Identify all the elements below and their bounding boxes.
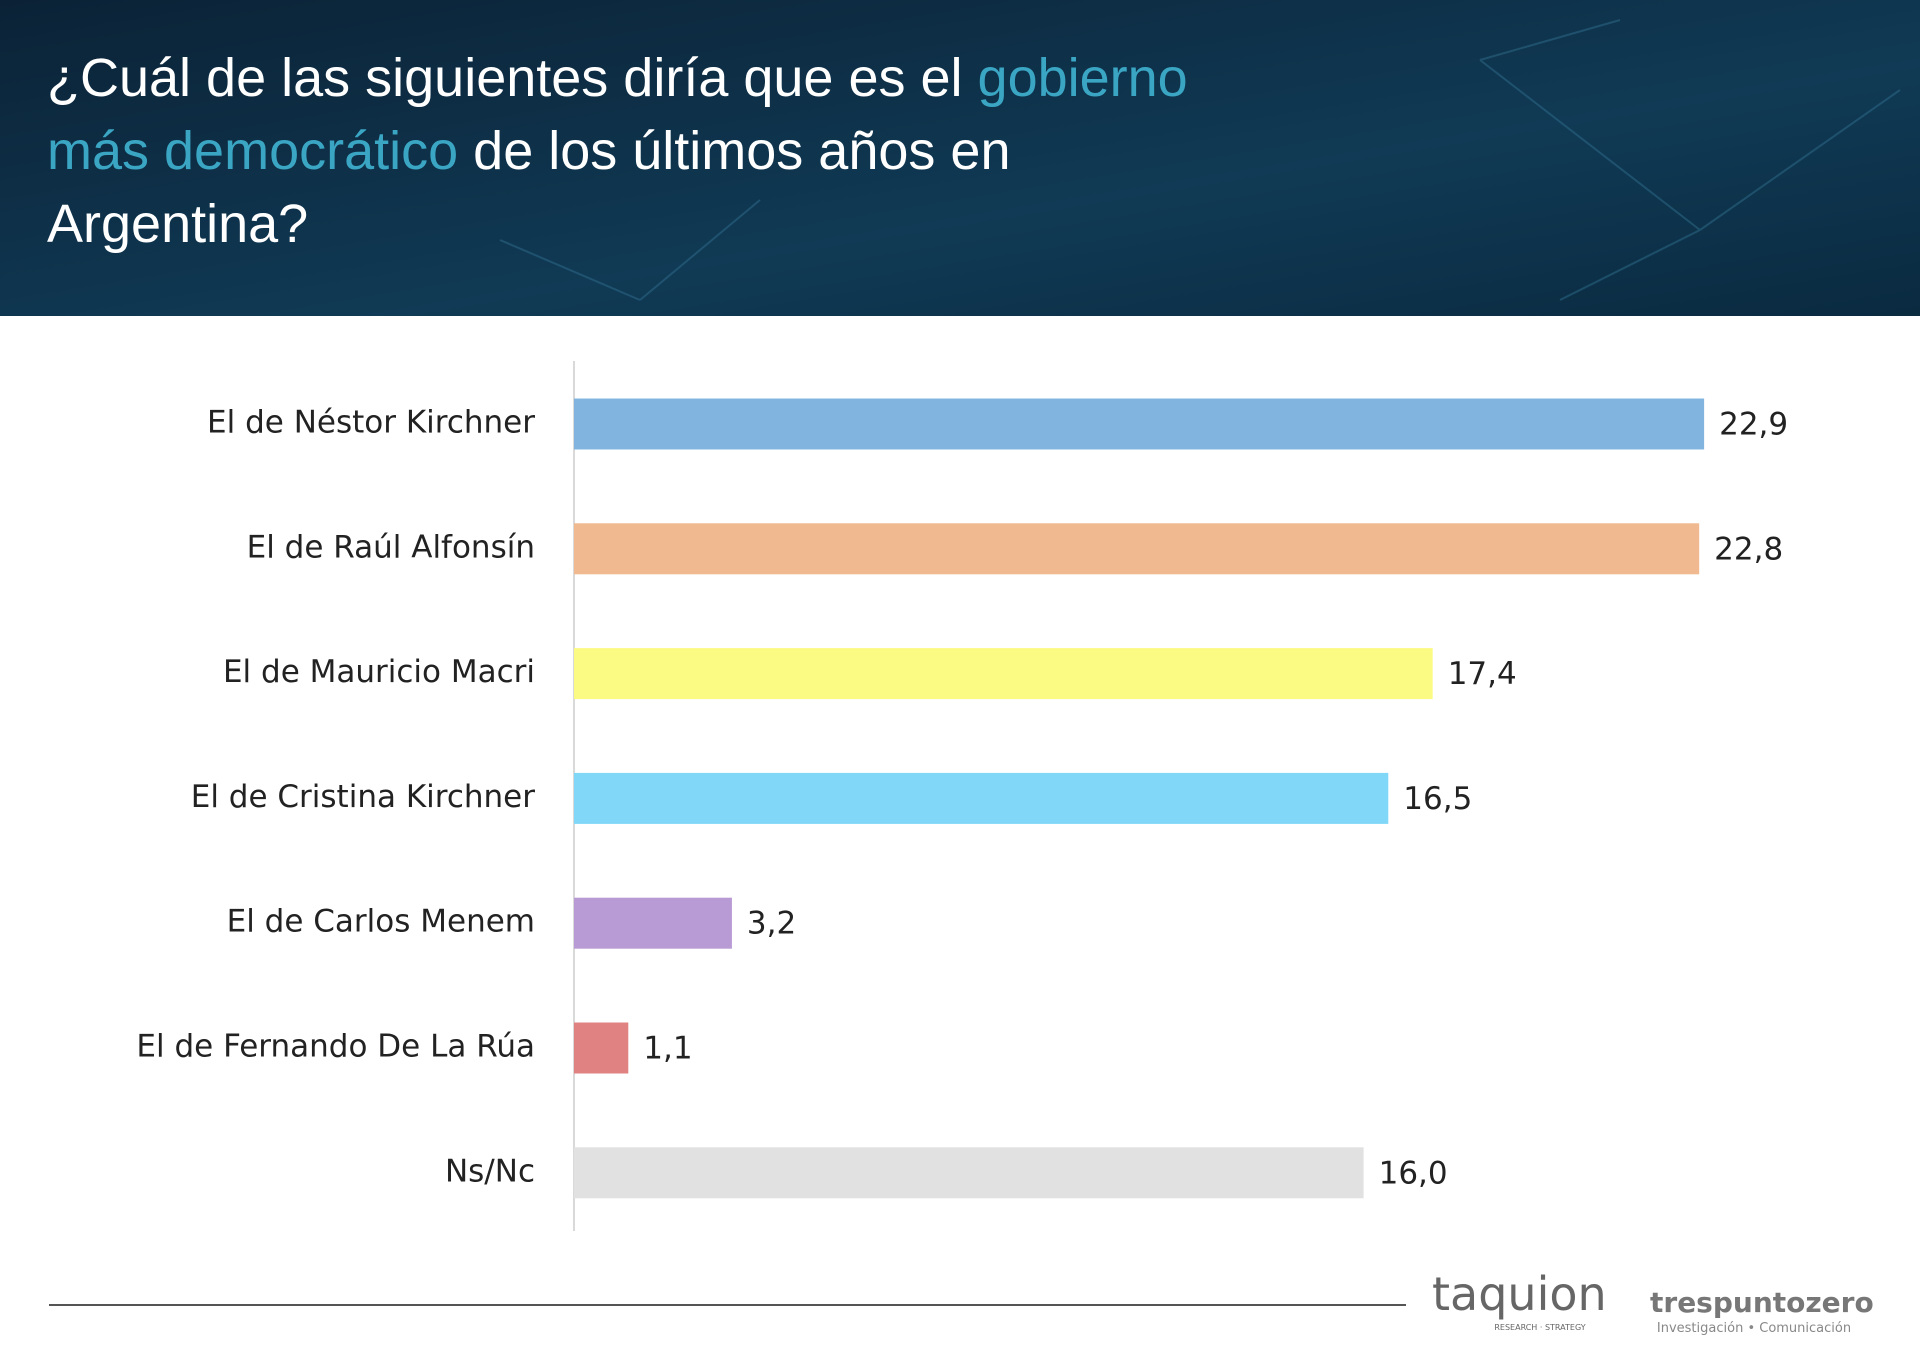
header-decoration	[499, 19, 1901, 301]
logo-taquion: taquion	[1432, 1267, 1607, 1321]
value-label: 17,4	[1448, 656, 1517, 692]
category-label: El de Raúl Alfonsín	[247, 529, 535, 565]
title-segment: de los últimos años en	[458, 121, 1010, 181]
category-label: Ns/Nc	[445, 1153, 535, 1189]
logo-trespuntozero-tagline: Investigación • Comunicación	[1657, 1321, 1851, 1336]
bar	[574, 648, 1433, 700]
title-line: ¿Cuál de las siguientes diría que es el …	[47, 48, 1188, 108]
header-background	[0, 0, 1920, 316]
title-segment: Argentina?	[47, 194, 308, 254]
value-label: 22,9	[1719, 407, 1788, 443]
title-line: Argentina?	[47, 194, 308, 254]
value-label: 3,2	[747, 906, 796, 942]
value-label: 1,1	[643, 1031, 692, 1067]
title-segment: más democrático	[47, 121, 458, 181]
category-label: El de Fernando De La Rúa	[136, 1029, 535, 1065]
title-segment: ¿Cuál de las siguientes diría que es el	[47, 48, 978, 108]
bar	[574, 897, 732, 949]
category-label: El de Mauricio Macri	[223, 654, 535, 690]
category-label: El de Cristina Kirchner	[191, 779, 535, 815]
logo-taquion-tagline: RESEARCH · STRATEGY	[1494, 1323, 1585, 1332]
category-label: El de Carlos Menem	[227, 904, 535, 940]
title: ¿Cuál de las siguientes diría que es el …	[47, 48, 1188, 254]
bar	[574, 398, 1705, 450]
value-label: 22,8	[1714, 531, 1783, 567]
bar	[574, 772, 1389, 824]
plot: El de Néstor Kirchner 22,9 El de Raúl Alfo…	[136, 398, 1788, 1199]
value-label: 16,5	[1403, 781, 1472, 817]
title-segment: gobierno	[978, 48, 1188, 108]
value-label: 16,0	[1379, 1155, 1448, 1191]
bar	[574, 1022, 629, 1074]
category-label: El de Néstor Kirchner	[207, 405, 535, 441]
bar	[574, 523, 1700, 575]
logo-trespuntozero: trespuntozero	[1650, 1286, 1874, 1319]
title-line: más democrático de los últimos años en	[47, 121, 1010, 181]
bar	[574, 1147, 1364, 1199]
